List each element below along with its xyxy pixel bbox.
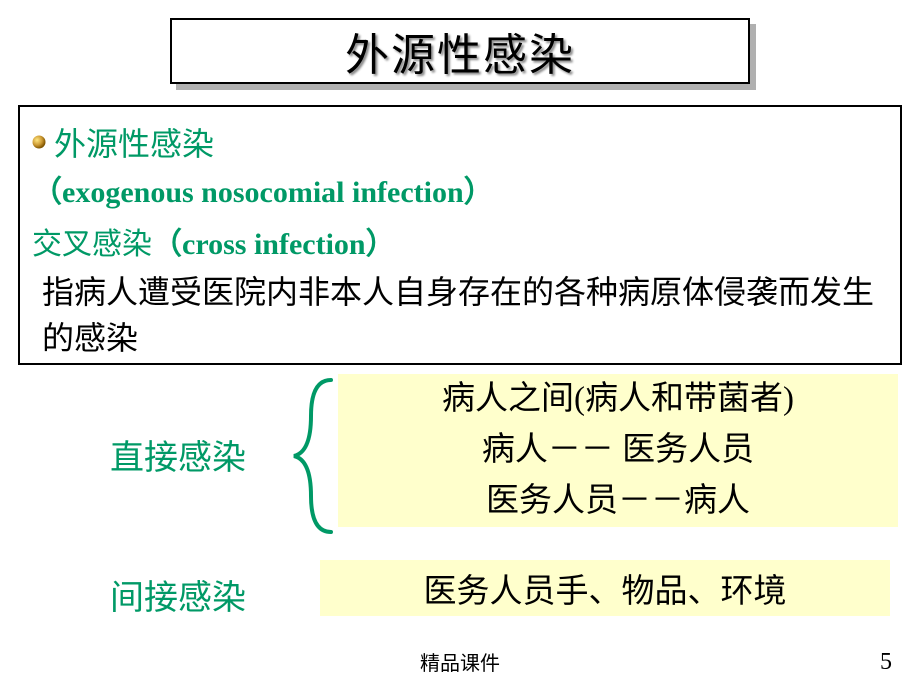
title-front: 外源性感染 [170, 18, 750, 84]
term-cn-1: 外源性感染 [54, 119, 214, 165]
title-box: 外源性感染 [170, 18, 750, 84]
term-en-1: （exogenous nosocomial infection） [32, 167, 888, 211]
direct-item-1: 病人之间(病人和带菌者) [338, 374, 898, 425]
definition-box: 外源性感染 （exogenous nosocomial infection） 交… [18, 105, 902, 365]
direct-items: 病人之间(病人和带菌者) 病人－－ 医务人员 医务人员－－病人 [338, 374, 898, 527]
term-cn-2: 交叉感染 [32, 228, 152, 261]
bullet-line-1: 外源性感染 [32, 119, 888, 165]
direct-label: 直接感染 [110, 430, 246, 479]
page-number: 5 [880, 649, 892, 676]
term-line-2: 交叉感染（cross infection） [32, 219, 888, 263]
direct-item-2: 病人－－ 医务人员 [338, 425, 898, 476]
footer-text: 精品课件 [0, 647, 920, 676]
term-en-2: （cross infection） [152, 228, 396, 261]
indirect-box: 医务人员手、物品、环境 [320, 560, 890, 616]
direct-item-3: 医务人员－－病人 [338, 476, 898, 527]
bullet-icon [32, 135, 46, 149]
definition-text: 指病人遭受医院内非本人自身存在的各种病原体侵袭而发生的感染 [32, 269, 888, 362]
title-text: 外源性感染 [345, 19, 575, 83]
indirect-text: 医务人员手、物品、环境 [320, 564, 890, 612]
indirect-label: 间接感染 [110, 570, 246, 619]
brace-icon [286, 376, 336, 536]
